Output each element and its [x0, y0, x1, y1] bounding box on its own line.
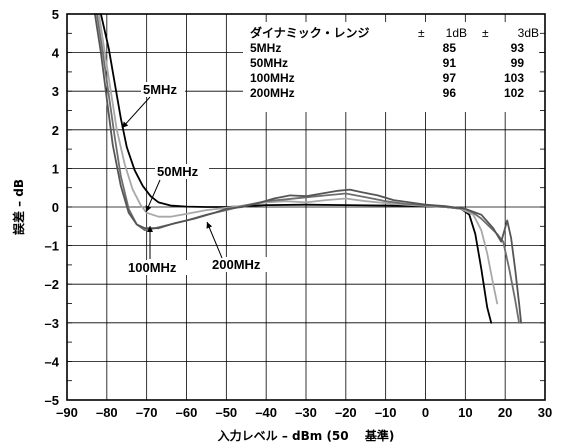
legend-table: ダイナミック・レンジ ±1dB ±3dB 5MHz 85 93 50MHz 91 99 100MH… — [250, 25, 539, 100]
legend-row-1db: 85 — [443, 41, 457, 55]
x-axis-label-ref: 基準) — [364, 428, 395, 443]
x-tick-label: 20 — [498, 405, 512, 420]
legend-row-label: 200MHz — [250, 86, 295, 100]
y-tick-label: 4 — [52, 46, 60, 61]
y-tick-label: –3 — [45, 316, 59, 331]
callout-background — [155, 164, 209, 179]
x-axis-label-main: 入力レベル – dBm (50 — [218, 428, 349, 443]
x-tick-label: 10 — [458, 405, 472, 420]
series-line-50mhz — [98, 13, 499, 305]
legend-row-label: 100MHz — [250, 71, 295, 85]
callout-background — [210, 257, 274, 272]
legend-row-3db: 93 — [511, 41, 525, 55]
y-tick-label: –1 — [45, 239, 59, 254]
x-tick-label: 30 — [538, 405, 552, 420]
callout-background — [141, 82, 185, 97]
x-tick-label: –30 — [295, 405, 317, 420]
callouts: 5MHz 50MHz 100MHz 200MHz — [121, 82, 274, 275]
legend-table-col1: 1dB — [446, 26, 467, 40]
y-tick-label: 5 — [52, 7, 59, 22]
legend-table-pm: ± — [418, 26, 425, 40]
callout-background — [126, 260, 190, 275]
x-axis-ticks: –90 –80 –70 –60 –50 –40 –30 –20 –10 0 10 20 30 — [56, 405, 552, 420]
x-tick-label: –70 — [136, 405, 158, 420]
x-tick-label: –20 — [335, 405, 357, 420]
legend-table-header: ダイナミック・レンジ — [250, 25, 370, 40]
series-line-100mhz — [96, 13, 520, 324]
series-line-200mhz — [94, 13, 522, 324]
callout-label-50mhz: 50MHz — [157, 164, 199, 179]
series-layer — [94, 13, 522, 324]
legend-row-1db: 96 — [443, 86, 457, 100]
x-tick-label: –60 — [176, 405, 198, 420]
legend-row-3db: 103 — [504, 71, 524, 85]
callout-leader — [121, 96, 151, 129]
legend-table-background — [243, 22, 539, 112]
y-tick-label: –4 — [45, 354, 60, 369]
x-tick-label: –10 — [375, 405, 397, 420]
callout-arrowhead — [206, 222, 213, 229]
callout-leader — [206, 221, 223, 259]
plot-frame — [66, 13, 546, 401]
x-tick-label: 0 — [422, 405, 429, 420]
y-tick-label: 1 — [52, 161, 59, 176]
y-axis-label: 誤差 – dB — [11, 179, 26, 235]
legend-row-label: 50MHz — [250, 56, 288, 70]
x-tick-label: –40 — [255, 405, 277, 420]
y-tick-label: 3 — [52, 84, 59, 99]
callout-label-100mhz: 100MHz — [128, 260, 177, 275]
legend-row-label: 5MHz — [250, 41, 281, 55]
y-axis-ticks: 5 4 3 2 1 0 –1 –2 –3 –4 –5 — [45, 7, 60, 408]
legend-table-col2: 3dB — [518, 26, 539, 40]
legend-table-pm: ± — [482, 26, 489, 40]
x-axis-label: 入力レベル – dBm (50 基準) — [218, 428, 395, 443]
legend-row-3db: 99 — [511, 56, 525, 70]
x-tick-label: –90 — [56, 405, 78, 420]
legend-row-3db: 102 — [504, 86, 524, 100]
callout-arrowhead — [122, 121, 129, 128]
callout-label-200mhz: 200MHz — [212, 257, 261, 272]
y-tick-label: –5 — [45, 393, 59, 408]
callout-arrowhead — [145, 205, 152, 212]
callout-label-5mhz: 5MHz — [143, 82, 177, 97]
y-tick-label: 2 — [52, 123, 59, 138]
y-tick-label: –2 — [45, 277, 59, 292]
callout-arrowhead — [147, 226, 153, 232]
legend-row-1db: 97 — [443, 71, 457, 85]
legend-row-1db: 91 — [443, 56, 457, 70]
x-tick-label: –80 — [96, 405, 118, 420]
x-tick-label: –50 — [215, 405, 237, 420]
y-tick-label: 0 — [52, 200, 59, 215]
